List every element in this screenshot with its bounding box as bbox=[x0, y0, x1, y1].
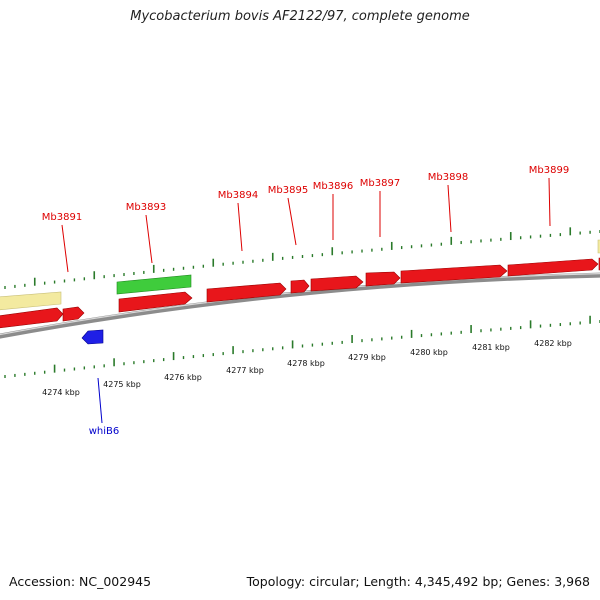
kbp-label: 4277 kbp bbox=[226, 366, 264, 375]
tick-row-bottom bbox=[4, 315, 600, 378]
gene-label: Mb3897 bbox=[360, 178, 400, 189]
gene-label: Mb3895 bbox=[268, 185, 308, 196]
genome-summary-text: Topology: circular; Length: 4,345,492 bp… bbox=[246, 574, 590, 589]
gene-arrow-mb3896 bbox=[310, 275, 364, 292]
kbp-label: 4276 kbp bbox=[164, 373, 202, 382]
gene-arrow-mb3891 bbox=[62, 306, 85, 322]
kbp-label: 4279 kbp bbox=[348, 353, 386, 362]
kbp-label: 4280 kbp bbox=[410, 348, 448, 357]
gene-label: Mb3896 bbox=[313, 181, 353, 192]
gene-label: whiB6 bbox=[89, 426, 120, 437]
gene-arrow-mb3898 bbox=[400, 264, 508, 284]
gene-arrow-mb3894 bbox=[206, 282, 287, 303]
gene-label: Mb3891 bbox=[42, 212, 82, 223]
map-title: Mycobacterium bovis AF2122/97, complete … bbox=[130, 9, 470, 24]
gene-arrow-mb3897 bbox=[365, 271, 401, 287]
gene-label: Mb3894 bbox=[218, 190, 258, 201]
feature-block-left bbox=[0, 291, 62, 311]
gene-arrow-whib6 bbox=[81, 329, 104, 345]
label-leader-line bbox=[447, 184, 452, 233]
kbp-label: 4274 kbp bbox=[42, 388, 80, 397]
gene-arrow-mb3895 bbox=[290, 279, 310, 294]
gene-label: Mb3898 bbox=[428, 172, 468, 183]
gene-label: Mb3893 bbox=[126, 202, 166, 213]
gene-arrow-mb3899 bbox=[507, 258, 599, 277]
label-leader-line bbox=[61, 224, 69, 273]
rna-gene-arrow bbox=[116, 274, 192, 295]
accession-text: Accession: NC_002945 bbox=[9, 574, 152, 589]
gene-label: Mb3899 bbox=[529, 165, 569, 176]
forward-genes bbox=[0, 257, 600, 329]
kbp-label: 4278 kbp bbox=[287, 359, 325, 368]
kbp-labels: 4274 kbp 4275 kbp 4276 kbp 4277 kbp 4278 kbp… bbox=[42, 339, 572, 397]
gene-labels: Mb3891 Mb3893 Mb3894 Mb3895 Mb3896 Mb3897 Mb38… bbox=[42, 165, 569, 437]
kbp-label: 4281 kbp bbox=[472, 343, 510, 352]
genome-backbone bbox=[0, 272, 600, 339]
gene-arrow-mb3890 bbox=[0, 307, 64, 329]
tick-row-top bbox=[4, 227, 600, 289]
gene-arrow-mb3893 bbox=[118, 291, 193, 313]
label-leader-line bbox=[287, 197, 297, 246]
kbp-label: 4282 kbp bbox=[534, 339, 572, 348]
label-leader-line bbox=[237, 202, 243, 252]
label-leader-line bbox=[145, 214, 153, 264]
label-leader-line bbox=[548, 177, 551, 227]
label-leader-lines bbox=[61, 177, 551, 424]
kbp-label: 4275 kbp bbox=[103, 380, 141, 389]
label-leader-line bbox=[97, 377, 103, 424]
